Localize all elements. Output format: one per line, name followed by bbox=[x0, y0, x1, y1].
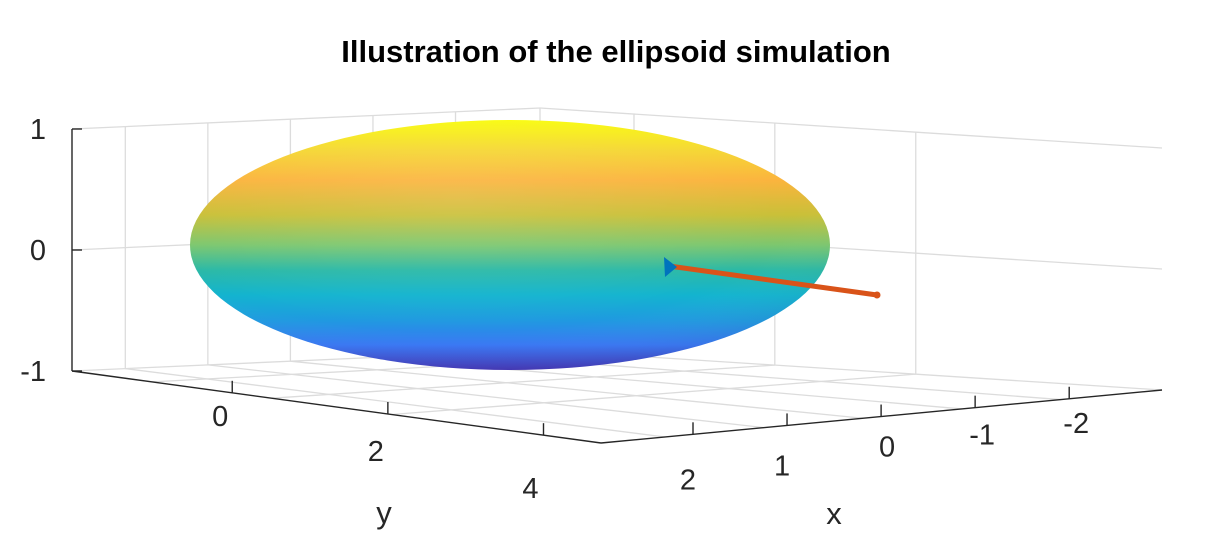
z-tick-label: 1 bbox=[30, 114, 46, 146]
tick-labels: 1 0 -1 0 2 4 2 1 0 -1 -2 bbox=[20, 114, 1089, 505]
x-axis-label: x bbox=[826, 496, 842, 531]
z-tick-label: -1 bbox=[20, 356, 46, 388]
axes bbox=[71, 128, 1163, 444]
floor-grid-x-3 bbox=[207, 364, 764, 429]
x-tick-label: 1 bbox=[774, 450, 790, 482]
x-tick-label: 0 bbox=[879, 432, 895, 464]
y-tick-label: 2 bbox=[368, 436, 384, 468]
floor-grid-x-4 bbox=[125, 367, 665, 438]
force-vector bbox=[664, 257, 881, 299]
grid-line-z-right-2 bbox=[539, 107, 1163, 149]
ellipsoid-surface bbox=[190, 120, 830, 370]
x-tick-label: 2 bbox=[680, 464, 696, 496]
chart-title: Illustration of the ellipsoid simulation bbox=[341, 34, 890, 69]
floor-grid-y-1 bbox=[271, 364, 775, 399]
x-tick-label: -1 bbox=[969, 420, 995, 452]
grid-line-z-left-2 bbox=[71, 107, 541, 130]
floor-grid-y-2 bbox=[391, 373, 916, 416]
y-axis-label: y bbox=[376, 495, 392, 530]
floor-grid-x-2 bbox=[290, 360, 863, 419]
x-tick-label: -2 bbox=[1063, 408, 1089, 440]
y-tick-label: 0 bbox=[212, 401, 228, 433]
z-tick-label: 0 bbox=[30, 235, 46, 267]
y-tick-label: 4 bbox=[522, 473, 538, 505]
y-axis-line bbox=[71, 370, 602, 444]
